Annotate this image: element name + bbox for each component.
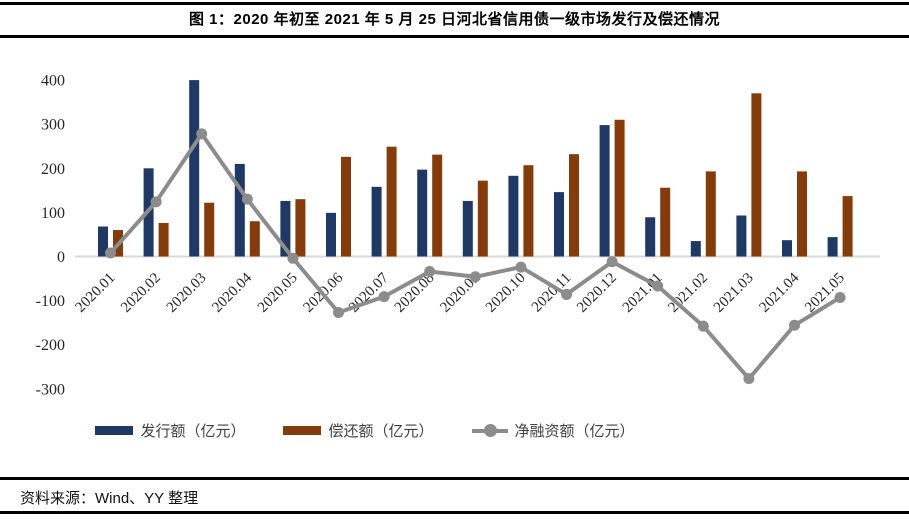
net-financing-marker-dot (424, 265, 436, 277)
net-financing-marker-dot (743, 373, 755, 385)
x-axis-category-label: 2020.12 (574, 270, 620, 316)
legend-label-issuance: 发行额（亿元） (140, 424, 246, 440)
y-axis-tick-label: -200 (36, 337, 65, 354)
bar-issuance (827, 237, 838, 257)
top-border-line (0, 2, 909, 5)
bar-repayment (751, 93, 762, 257)
chart-legend: 发行额（亿元） 偿还额（亿元） 净融资额（亿元） (0, 420, 730, 441)
net-financing-marker-dot (333, 307, 344, 319)
y-axis-tick-label: -300 (36, 381, 65, 398)
x-axis-category-label: 2021.02 (665, 270, 711, 316)
bar-repayment (295, 199, 306, 257)
net-financing-marker-dot (561, 288, 572, 300)
bar-repayment (477, 180, 488, 257)
bar-repayment (341, 156, 351, 257)
net-financing-line-swatch (471, 424, 508, 437)
bar-repayment (797, 171, 807, 257)
x-axis-category-label: 2021.04 (757, 270, 803, 316)
net-financing-marker-dot (834, 292, 846, 304)
bar-repayment (204, 202, 215, 257)
net-financing-marker-dot (697, 320, 709, 332)
bottom-border-line (0, 511, 909, 514)
bar-repayment (386, 146, 397, 257)
net-financing-marker-dot (287, 252, 299, 264)
bar-issuance (280, 200, 291, 257)
bar-issuance (554, 192, 564, 257)
x-axis-category-label: 2020.10 (483, 270, 529, 316)
y-axis-tick-label: 300 (41, 117, 65, 134)
bar-repayment (660, 187, 671, 257)
x-axis-category-label: 2020.04 (209, 270, 255, 316)
x-axis-category-label: 2020.02 (118, 270, 164, 316)
source-divider-top (0, 477, 909, 480)
repayment-bar-swatch (283, 426, 322, 435)
y-axis-tick-label: 200 (41, 161, 65, 178)
net-financing-marker-dot (378, 291, 390, 303)
net-financing-marker-dot (105, 247, 116, 259)
bar-repayment (842, 196, 853, 257)
bar-issuance (782, 240, 792, 257)
title-underline (0, 35, 909, 38)
figure-title: 图 1：2020 年初至 2021 年 5 月 25 日河北省信用债一级市场发行… (189, 11, 720, 28)
y-axis-tick-label: 100 (41, 205, 65, 222)
net-financing-marker-dot (469, 271, 481, 283)
net-financing-marker-dot (150, 196, 162, 208)
bar-repayment (614, 119, 625, 257)
net-financing-marker-dot (606, 256, 618, 268)
x-axis-category-label: 2020.05 (255, 270, 301, 316)
bar-issuance (645, 217, 656, 257)
net-financing-marker-dot (196, 128, 208, 140)
bar-issuance (736, 215, 747, 257)
bar-issuance (508, 175, 519, 257)
bar-issuance (462, 200, 473, 257)
bar-repayment (158, 222, 169, 257)
y-axis-tick-label: 400 (41, 73, 65, 90)
y-axis-tick-label: 0 (57, 249, 65, 266)
net-financing-marker-dot (789, 319, 800, 331)
x-axis-category-label: 2020.03 (164, 270, 210, 316)
line-swatch-marker-dot (483, 424, 497, 437)
legend-item-repayment: 偿还额（亿元） (283, 420, 434, 441)
legend-item-net-financing: 净融资额（亿元） (471, 420, 635, 441)
bar-issuance (417, 169, 428, 257)
net-financing-marker-dot (515, 261, 527, 273)
bar-repayment (249, 221, 260, 257)
legend-item-issuance: 发行额（亿元） (95, 420, 245, 441)
bar-repayment (569, 154, 579, 257)
x-axis-category-label: 2020.01 (73, 270, 119, 316)
bar-repayment (705, 171, 716, 257)
bar-issuance (98, 226, 108, 257)
bar-issuance (189, 80, 200, 257)
legend-label-repayment: 偿还额（亿元） (328, 424, 434, 440)
x-axis-category-label: 2021.03 (711, 270, 757, 316)
y-axis-tick-label: -100 (36, 293, 65, 310)
legend-label-net-financing: 净融资额（亿元） (514, 424, 635, 440)
bar-issuance (371, 186, 382, 257)
bar-issuance (690, 241, 701, 257)
bar-issuance (326, 212, 336, 257)
bar-issuance (599, 125, 610, 257)
net-financing-marker-dot (652, 280, 664, 292)
bar-repayment (523, 165, 534, 257)
issuance-bar-swatch (95, 426, 134, 435)
net-financing-marker-dot (241, 193, 253, 205)
bar-issuance (234, 163, 245, 257)
data-source-note: 资料来源：Wind、YY 整理 (20, 490, 199, 507)
bar-repayment (432, 154, 443, 257)
